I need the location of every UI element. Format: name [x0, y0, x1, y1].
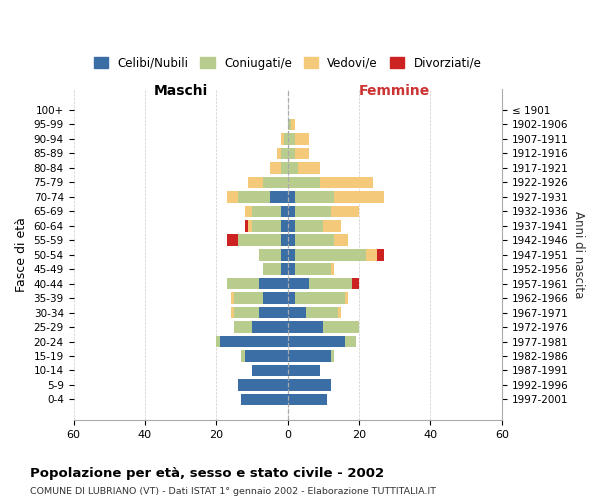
- Bar: [234, 292, 263, 304]
- Bar: [277, 148, 281, 159]
- Bar: [287, 336, 345, 347]
- Bar: [295, 249, 366, 260]
- Bar: [259, 249, 281, 260]
- Bar: [281, 133, 284, 144]
- Bar: [270, 162, 281, 173]
- Bar: [245, 350, 287, 362]
- Bar: [295, 220, 323, 232]
- Bar: [287, 322, 323, 333]
- Bar: [287, 206, 295, 217]
- Y-axis label: Anni di nascita: Anni di nascita: [572, 211, 585, 298]
- Bar: [309, 278, 352, 289]
- Bar: [287, 278, 309, 289]
- Bar: [331, 350, 334, 362]
- Bar: [281, 220, 287, 232]
- Bar: [238, 379, 287, 391]
- Bar: [291, 118, 295, 130]
- Text: COMUNE DI LUBRIANO (VT) - Dati ISTAT 1° gennaio 2002 - Elaborazione TUTTITALIA.I: COMUNE DI LUBRIANO (VT) - Dati ISTAT 1° …: [30, 488, 436, 496]
- Bar: [287, 191, 295, 202]
- Bar: [295, 148, 309, 159]
- Bar: [345, 292, 349, 304]
- Bar: [259, 278, 287, 289]
- Bar: [287, 394, 327, 405]
- Bar: [287, 379, 331, 391]
- Bar: [230, 307, 234, 318]
- Bar: [287, 350, 331, 362]
- Bar: [281, 148, 287, 159]
- Bar: [334, 191, 384, 202]
- Bar: [217, 336, 220, 347]
- Bar: [245, 206, 252, 217]
- Bar: [281, 249, 287, 260]
- Bar: [248, 220, 252, 232]
- Bar: [295, 133, 309, 144]
- Bar: [230, 292, 234, 304]
- Legend: Celibi/Nubili, Coniugati/e, Vedovi/e, Divorziati/e: Celibi/Nubili, Coniugati/e, Vedovi/e, Di…: [89, 52, 486, 74]
- Bar: [352, 278, 359, 289]
- Bar: [238, 191, 270, 202]
- Bar: [227, 191, 238, 202]
- Bar: [227, 278, 259, 289]
- Bar: [338, 307, 341, 318]
- Bar: [287, 307, 305, 318]
- Bar: [252, 220, 281, 232]
- Bar: [287, 292, 295, 304]
- Bar: [305, 307, 338, 318]
- Bar: [331, 264, 334, 275]
- Bar: [287, 176, 320, 188]
- Text: Maschi: Maschi: [154, 84, 208, 98]
- Bar: [234, 307, 259, 318]
- Bar: [287, 148, 295, 159]
- Bar: [298, 162, 320, 173]
- Bar: [281, 206, 287, 217]
- Bar: [245, 220, 248, 232]
- Y-axis label: Fasce di età: Fasce di età: [15, 218, 28, 292]
- Bar: [366, 249, 377, 260]
- Bar: [220, 336, 287, 347]
- Bar: [323, 322, 359, 333]
- Bar: [263, 176, 287, 188]
- Bar: [287, 264, 295, 275]
- Bar: [281, 162, 287, 173]
- Bar: [287, 249, 295, 260]
- Bar: [241, 394, 287, 405]
- Bar: [263, 292, 287, 304]
- Bar: [270, 191, 287, 202]
- Bar: [287, 133, 295, 144]
- Bar: [287, 234, 295, 246]
- Bar: [287, 364, 320, 376]
- Bar: [284, 133, 287, 144]
- Bar: [345, 336, 356, 347]
- Bar: [287, 162, 298, 173]
- Bar: [238, 234, 281, 246]
- Bar: [281, 264, 287, 275]
- Text: Femmine: Femmine: [359, 84, 430, 98]
- Bar: [281, 234, 287, 246]
- Bar: [241, 350, 245, 362]
- Bar: [259, 307, 287, 318]
- Bar: [263, 264, 281, 275]
- Text: Popolazione per età, sesso e stato civile - 2002: Popolazione per età, sesso e stato civil…: [30, 468, 384, 480]
- Bar: [287, 118, 291, 130]
- Bar: [295, 264, 331, 275]
- Bar: [295, 234, 334, 246]
- Bar: [295, 292, 345, 304]
- Bar: [248, 176, 263, 188]
- Bar: [252, 322, 287, 333]
- Bar: [252, 206, 281, 217]
- Bar: [323, 220, 341, 232]
- Bar: [227, 234, 238, 246]
- Bar: [295, 191, 334, 202]
- Bar: [287, 220, 295, 232]
- Bar: [234, 322, 252, 333]
- Bar: [331, 206, 359, 217]
- Bar: [377, 249, 384, 260]
- Bar: [334, 234, 349, 246]
- Bar: [252, 364, 287, 376]
- Bar: [295, 206, 331, 217]
- Bar: [320, 176, 373, 188]
